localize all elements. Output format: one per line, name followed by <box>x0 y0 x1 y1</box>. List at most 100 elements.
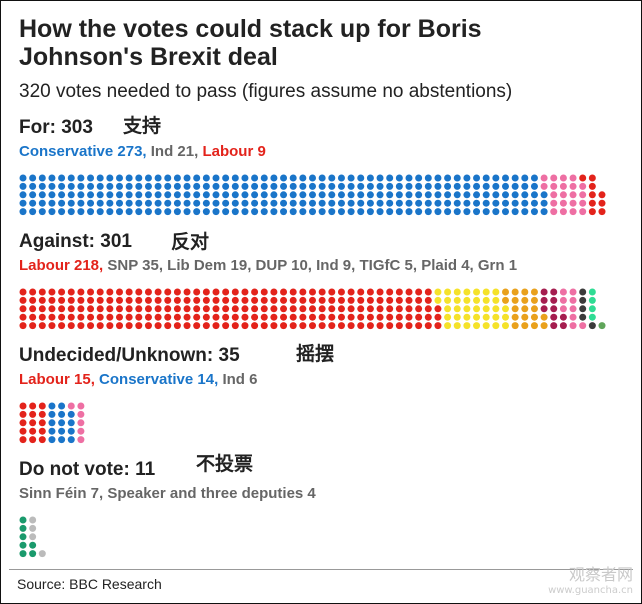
vote-dot <box>116 288 123 296</box>
vote-dot <box>415 305 423 313</box>
vote-dot <box>511 199 519 207</box>
vote-dot <box>29 410 37 418</box>
vote-dot <box>299 305 307 313</box>
vote-dot <box>328 182 336 190</box>
vote-dot <box>299 199 307 207</box>
vote-dot <box>222 288 230 296</box>
vote-dot <box>434 208 442 216</box>
vote-dot <box>116 322 123 330</box>
vote-dot <box>125 296 133 304</box>
vote-dot <box>125 182 133 190</box>
vote-dot <box>511 288 519 296</box>
vote-dot <box>154 322 162 330</box>
vote-dot <box>241 182 249 190</box>
vote-dot <box>434 296 442 304</box>
vote-dot <box>309 313 316 321</box>
vote-dot <box>559 313 567 321</box>
vote-dot <box>29 322 37 330</box>
vote-dot <box>569 305 577 313</box>
legend-entry: Labour 9 <box>202 143 266 160</box>
vote-dot <box>502 199 509 207</box>
vote-dot <box>482 208 490 216</box>
vote-dot <box>48 410 56 418</box>
vote-dot <box>29 174 37 182</box>
vote-dot <box>366 305 374 313</box>
vote-dot <box>144 191 152 199</box>
vote-dot <box>366 288 374 296</box>
vote-dot <box>299 322 307 330</box>
vote-dot <box>29 296 37 304</box>
vote-dot <box>135 313 143 321</box>
vote-dot <box>251 191 259 199</box>
vote-dot <box>87 305 95 313</box>
vote-dot <box>386 199 394 207</box>
legend-entry: Labour 218 <box>19 257 100 274</box>
vote-dot <box>280 305 288 313</box>
vote-dot <box>67 313 75 321</box>
vote-dot <box>280 288 288 296</box>
vote-dot <box>29 419 37 427</box>
vote-dot <box>434 322 442 330</box>
vote-dot <box>38 322 46 330</box>
vote-dot <box>579 296 587 304</box>
vote-dot <box>588 191 596 199</box>
vote-dot <box>492 288 500 296</box>
vote-dot <box>96 288 104 296</box>
vote-dot <box>251 208 259 216</box>
vote-dot <box>318 313 326 321</box>
vote-dot <box>405 313 413 321</box>
vote-dot <box>424 191 432 199</box>
vote-dot <box>58 191 66 199</box>
vote-dot <box>125 199 133 207</box>
vote-dot <box>424 322 432 330</box>
vote-dot <box>29 516 37 524</box>
vote-dot <box>309 191 316 199</box>
vote-dot <box>173 296 181 304</box>
vote-dot <box>48 174 56 182</box>
vote-dot <box>183 208 191 216</box>
vote-dot <box>106 288 114 296</box>
vote-dot <box>212 208 220 216</box>
vote-dot <box>386 288 394 296</box>
vote-dot <box>309 174 316 182</box>
vote-dot <box>251 322 259 330</box>
vote-dot <box>270 288 278 296</box>
vote-dot <box>260 313 268 321</box>
vote-dot <box>386 305 394 313</box>
vote-dot <box>318 174 326 182</box>
vote-dot <box>376 313 384 321</box>
vote-dot <box>357 313 365 321</box>
vote-dot <box>77 288 85 296</box>
vote-dot <box>482 191 490 199</box>
vote-dot <box>395 322 403 330</box>
vote-dot <box>135 174 143 182</box>
vote-dot <box>453 191 461 199</box>
vote-dot <box>19 313 27 321</box>
vote-dot <box>530 199 538 207</box>
vote-dot <box>251 305 259 313</box>
vote-dot <box>511 191 519 199</box>
vote-dot <box>87 191 95 199</box>
vote-dot <box>77 419 85 427</box>
vote-dot <box>202 313 210 321</box>
divider <box>9 569 633 570</box>
vote-dot <box>424 288 432 296</box>
vote-dot <box>444 322 452 330</box>
vote-dot <box>579 288 587 296</box>
vote-dot <box>366 174 374 182</box>
vote-dot <box>144 322 152 330</box>
vote-dot <box>328 313 336 321</box>
vote-dot <box>87 174 95 182</box>
vote-dot <box>299 288 307 296</box>
vote-dot <box>222 191 230 199</box>
vote-dot <box>366 191 374 199</box>
vote-dot <box>193 305 201 313</box>
vote-dot <box>202 322 210 330</box>
vote-dot <box>241 208 249 216</box>
vote-dot <box>424 182 432 190</box>
vote-dot <box>357 305 365 313</box>
vote-dot <box>38 410 46 418</box>
vote-dot <box>318 208 326 216</box>
vote-dot <box>473 296 481 304</box>
vote-dot <box>251 174 259 182</box>
